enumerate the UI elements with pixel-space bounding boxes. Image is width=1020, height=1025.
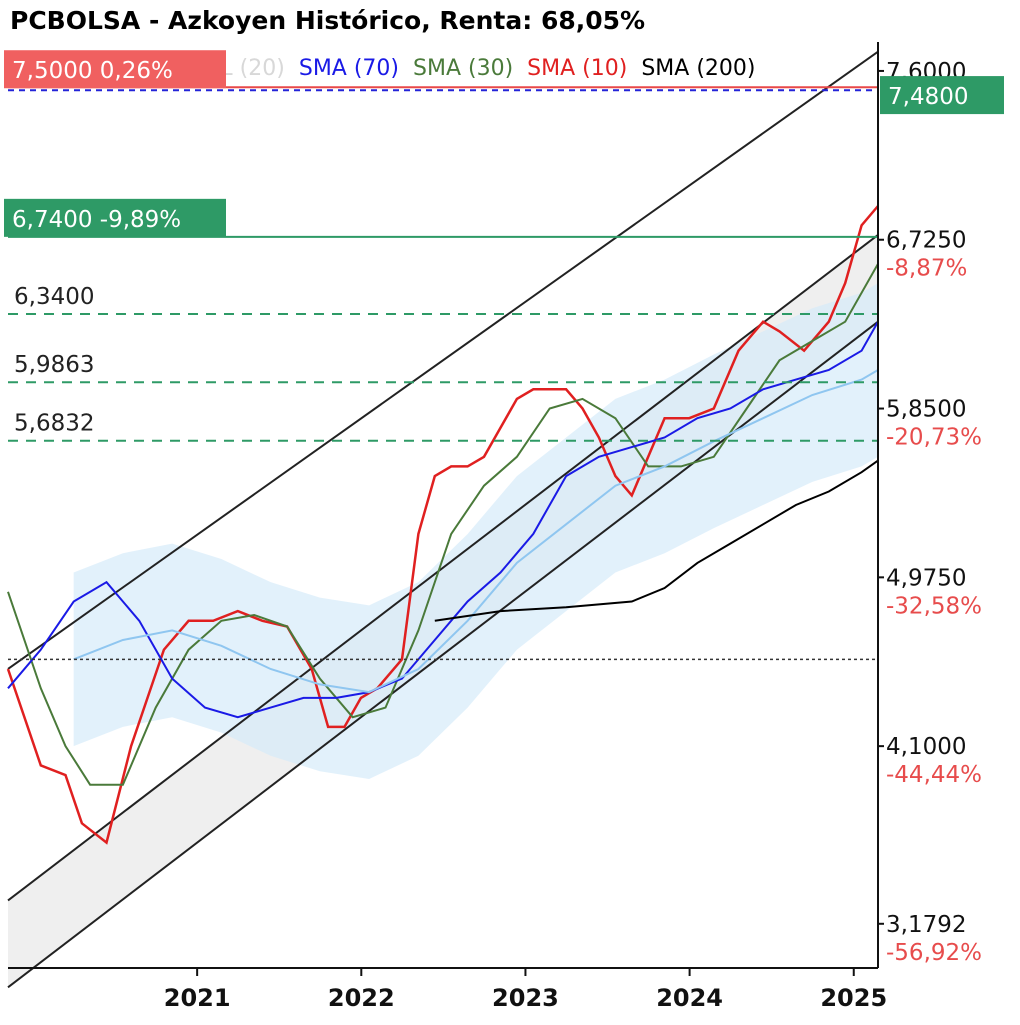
y-tick-pct-4: -44,44% [886,762,982,788]
series-sma-100- [73,369,879,694]
legend-item-4: SMA (10) [527,56,628,81]
x-tick-label-0: 2021 [164,984,231,1012]
chart-title: PCBOLSA - Azkoyen Histórico, Renta: 68,0… [10,6,646,35]
series-sma-70- [7,321,879,719]
y-tick-label-4: 4,1000 [886,734,966,760]
level-tag-bg-1 [4,198,226,237]
x-tick-label-3: 2024 [656,984,723,1012]
y-tick-pct-5: -56,92% [886,940,982,966]
channel-line-0 [7,50,879,670]
x-tick-label-1: 2022 [328,984,395,1012]
y-tick-label-1: 6,7250 [886,228,966,254]
y-tick-pct-1: -8,87% [886,256,967,282]
last-price-tag: 7,4800 [888,84,968,110]
x-tick-label-2: 2023 [492,984,559,1012]
legend-item-2: SMA (70) [298,56,400,81]
y-tick-pct-2: -20,73% [886,425,982,451]
series-sma-200- [434,459,879,622]
level-label-2: 6,3400 [14,284,94,310]
y-tick-label-3: 4,9750 [886,565,966,591]
level-label-3: 5,9863 [14,352,94,378]
level-tag-bg-0 [4,50,226,89]
y-tick-label-5: 3,1792 [886,912,966,938]
legend-item-5: SMA (200) [641,56,756,81]
last-price-tag-bg [880,76,1004,115]
y-tick-pct-3: -32,58% [886,593,982,619]
legend-item-3: SMA (30) [413,56,514,81]
level-tag-1: 6,7400 -9,89% [12,207,181,233]
series-sma-10- [6,205,879,845]
y-tick-label-2: 5,8500 [886,397,966,423]
level-label-4: 5,6832 [14,411,94,437]
sma100-cloud [73,283,878,779]
x-tick-label-4: 2025 [820,984,887,1012]
level-tag-0: 7,5000 0,26% [12,58,173,84]
channel-line-1 [7,234,879,902]
